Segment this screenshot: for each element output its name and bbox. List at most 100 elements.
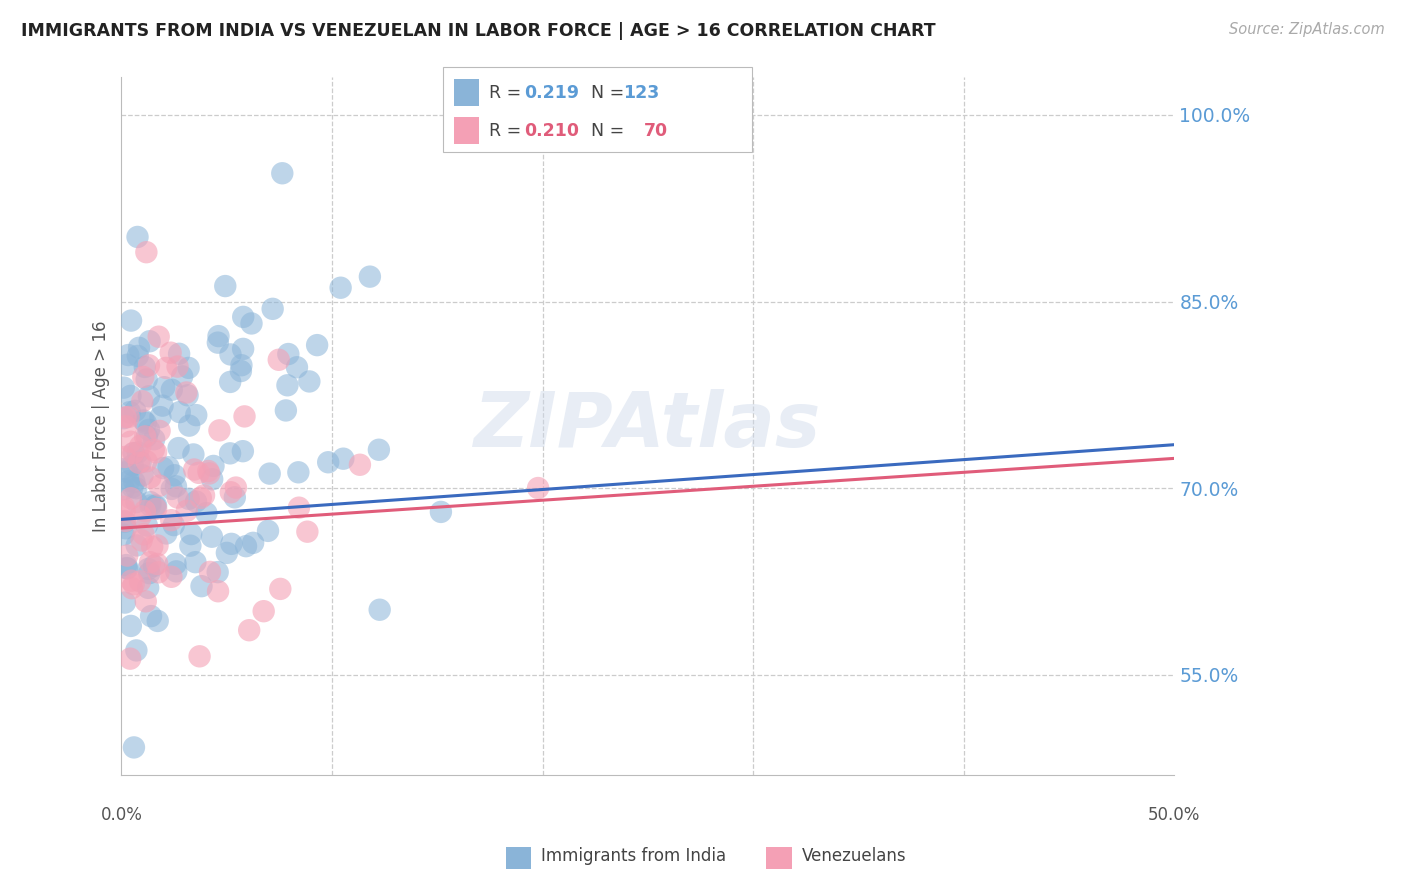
- Point: [152, 461, 174, 475]
- Point: [120, 389, 142, 403]
- Point: [267, 352, 290, 367]
- Point: [207, 335, 229, 350]
- Point: [131, 394, 153, 409]
- Point: [262, 301, 284, 316]
- Point: [138, 566, 160, 581]
- Point: [134, 504, 156, 518]
- Point: [176, 385, 198, 400]
- Point: [132, 413, 155, 427]
- Point: [132, 370, 155, 384]
- Point: [135, 429, 157, 443]
- Point: [115, 558, 138, 573]
- Point: [259, 467, 281, 481]
- Point: [219, 347, 242, 361]
- Point: [134, 359, 156, 374]
- Point: [197, 464, 219, 478]
- Point: [159, 345, 181, 359]
- Point: [115, 521, 138, 535]
- Point: [269, 582, 291, 596]
- Point: [112, 500, 135, 514]
- Point: [139, 495, 162, 509]
- Point: [235, 539, 257, 553]
- Point: [166, 359, 188, 374]
- Point: [135, 518, 157, 533]
- Point: [125, 538, 148, 552]
- Point: [214, 279, 236, 293]
- Point: [198, 467, 221, 481]
- Point: [198, 565, 221, 579]
- Point: [129, 509, 152, 524]
- Point: [184, 555, 207, 569]
- Point: [136, 562, 159, 576]
- Point: [165, 565, 187, 579]
- Point: [114, 503, 136, 517]
- Point: [221, 537, 243, 551]
- Point: [129, 455, 152, 469]
- Point: [112, 527, 135, 541]
- Point: [307, 338, 329, 352]
- Point: [112, 381, 135, 395]
- Point: [219, 375, 242, 389]
- Point: [157, 460, 180, 475]
- Point: [160, 482, 183, 496]
- Point: [155, 526, 177, 541]
- Point: [114, 410, 136, 425]
- Point: [201, 530, 224, 544]
- Text: N =: N =: [591, 84, 624, 102]
- Point: [219, 446, 242, 460]
- Point: [145, 445, 167, 459]
- Point: [179, 418, 201, 433]
- Point: [118, 405, 141, 419]
- Point: [139, 609, 162, 624]
- Point: [193, 488, 215, 502]
- Point: [135, 372, 157, 386]
- Point: [148, 329, 170, 343]
- Point: [253, 604, 276, 618]
- Point: [276, 378, 298, 392]
- Point: [177, 360, 200, 375]
- Point: [114, 596, 136, 610]
- Text: 0.0%: 0.0%: [100, 806, 142, 824]
- Point: [229, 364, 252, 378]
- Point: [122, 446, 145, 460]
- Point: [165, 557, 187, 571]
- Point: [120, 651, 142, 665]
- Point: [219, 485, 242, 500]
- Point: [139, 470, 162, 484]
- Text: IMMIGRANTS FROM INDIA VS VENEZUELAN IN LABOR FORCE | AGE > 16 CORRELATION CHART: IMMIGRANTS FROM INDIA VS VENEZUELAN IN L…: [21, 22, 936, 40]
- Point: [146, 614, 169, 628]
- Point: [121, 480, 143, 494]
- Point: [128, 456, 150, 470]
- Point: [153, 380, 176, 394]
- Point: [271, 166, 294, 180]
- Point: [134, 429, 156, 443]
- Point: [139, 499, 162, 513]
- Point: [201, 472, 224, 486]
- Text: Source: ZipAtlas.com: Source: ZipAtlas.com: [1229, 22, 1385, 37]
- Point: [136, 581, 159, 595]
- Text: ZIPAtlas: ZIPAtlas: [474, 389, 821, 463]
- Point: [132, 527, 155, 541]
- Point: [128, 341, 150, 355]
- Point: [186, 408, 208, 422]
- Point: [143, 432, 166, 446]
- Text: Immigrants from India: Immigrants from India: [541, 847, 727, 865]
- Point: [143, 558, 166, 573]
- Point: [117, 561, 139, 575]
- Point: [332, 451, 354, 466]
- Point: [202, 458, 225, 473]
- Point: [285, 360, 308, 375]
- Point: [177, 491, 200, 506]
- Point: [138, 389, 160, 403]
- Point: [167, 347, 190, 361]
- Point: [143, 499, 166, 513]
- Point: [297, 524, 319, 539]
- Point: [142, 442, 165, 457]
- Text: N =: N =: [591, 122, 624, 140]
- Point: [120, 491, 142, 506]
- Point: [120, 574, 142, 588]
- Point: [121, 581, 143, 595]
- Text: 0.210: 0.210: [524, 122, 579, 140]
- Point: [233, 409, 256, 424]
- Point: [112, 462, 135, 476]
